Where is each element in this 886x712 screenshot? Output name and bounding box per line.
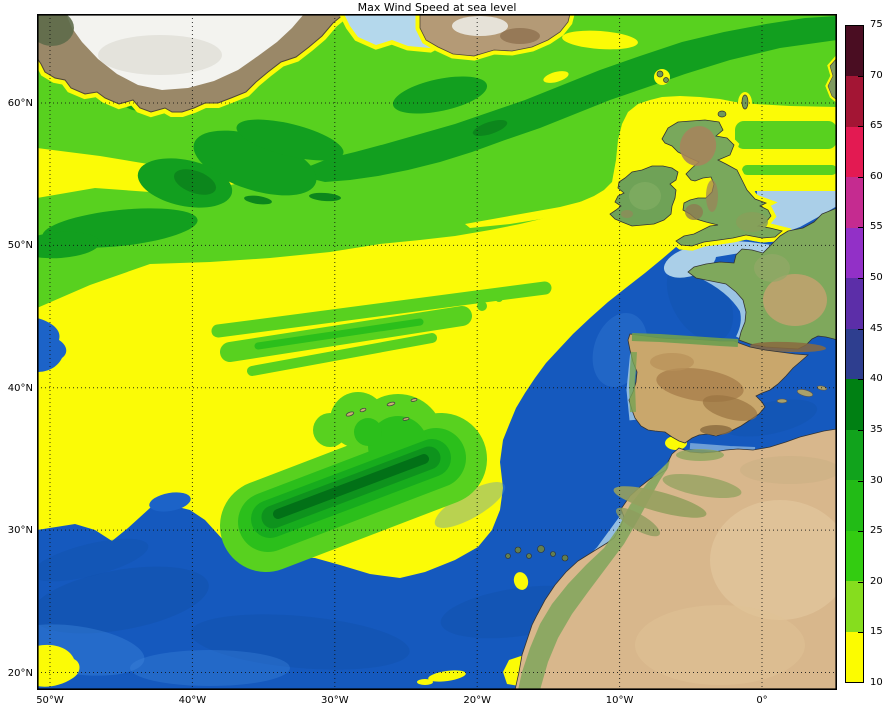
pennines [706, 180, 718, 212]
colorbar-tick [858, 581, 864, 583]
colorbar-segment [846, 530, 863, 582]
colorbar [845, 25, 864, 683]
lat-tick-label: 60°N [7, 98, 33, 109]
map-border [37, 14, 837, 690]
colorbar-tick [858, 176, 864, 178]
graticule [37, 14, 837, 690]
canary-islands [505, 545, 569, 562]
colorbar-segment [846, 581, 863, 632]
france-interior [763, 274, 827, 326]
colorbar-tick-label: 25 [870, 525, 883, 537]
colorbar-segment [846, 631, 863, 683]
iberia-landmass [627, 333, 809, 444]
colorbar-tick-label: 35 [870, 423, 883, 435]
colorbar-tick-label: 70 [870, 69, 883, 81]
colorbar-tick-label: 20 [870, 575, 883, 587]
chart-title: Max Wind Speed at sea level [357, 1, 517, 14]
baffin-corner-land [37, 14, 74, 46]
colorbar-tick-label: 55 [870, 221, 883, 233]
colorbar-segment [846, 76, 863, 127]
colorbar-tick [858, 480, 864, 482]
colorbar-segment [846, 278, 863, 329]
norway-coast-sliver [825, 54, 837, 104]
colorbar-segment [846, 480, 863, 531]
colorbar-tick-label: 40 [870, 373, 883, 385]
lat-tick-label: 50°N [7, 240, 33, 252]
colorbar-tick-label: 45 [870, 322, 883, 334]
colorbar-tick [858, 531, 864, 533]
colorbar-tick [858, 126, 864, 128]
colorbar-tick-label: 75 [870, 19, 883, 30]
colorbar-tick-label: 15 [870, 626, 883, 638]
colorbar-segment [846, 177, 863, 228]
colorbar-tick [858, 379, 864, 381]
colorbar-tick [858, 75, 864, 77]
africa-landmass [514, 428, 837, 690]
iberia-north-green-coast [631, 333, 739, 347]
colorbar-tick [858, 278, 864, 280]
lon-tick-label: 50°W [36, 695, 64, 706]
map-area [37, 14, 837, 690]
atlas-mountains [613, 486, 707, 518]
great-britain-landmass [656, 115, 792, 251]
wales-mountains [685, 204, 703, 220]
colorbar-tick [858, 227, 864, 229]
faroe-islands [654, 69, 670, 85]
azores-islands [345, 398, 418, 421]
lon-tick-label: 0° [756, 695, 768, 706]
ireland-landmass [603, 162, 683, 231]
lon-tick-label: 10°W [605, 695, 634, 706]
colorbar-segment [846, 227, 863, 279]
sierra-nevada [700, 425, 732, 435]
wind-15-25-streaks [211, 281, 552, 376]
calm-ocean-holes [37, 318, 191, 512]
map-canvas [37, 14, 837, 690]
colorbar-tick-label: 65 [870, 120, 883, 132]
colorbar-segment [846, 26, 863, 77]
colorbar-tick [858, 632, 864, 634]
colorbar-tick-label: 60 [870, 170, 883, 182]
colorbar-tick-label: 50 [870, 272, 883, 284]
greenland-landmass [37, 14, 352, 118]
iceland-landmass [415, 14, 575, 61]
storm-swath [220, 392, 487, 572]
colorbar-segment [846, 126, 863, 178]
lon-tick-label: 30°W [320, 695, 349, 706]
scottish-highlands [679, 126, 717, 166]
balearic-islands [776, 385, 828, 404]
colorbar-tick [858, 328, 864, 330]
north-sea-stripes [735, 121, 837, 175]
lon-tick-label: 40°W [178, 695, 207, 706]
colorbar-tick-label: 10 [870, 677, 883, 688]
lat-tick-label: 30°N [7, 525, 33, 537]
colorbar-segment [846, 429, 863, 481]
colorbar-segment [846, 379, 863, 430]
colorbar-tick [858, 429, 864, 431]
storm-35-40-core [273, 454, 429, 519]
lon-tick-label: 20°W [463, 695, 491, 706]
colorbar-tick-label: 30 [870, 474, 883, 486]
colorbar-segment [846, 328, 863, 380]
wind-25-35-bands [37, 16, 837, 259]
pyrenees [750, 341, 826, 353]
lat-tick-label: 40°N [7, 382, 33, 394]
lat-tick-label: 20°N [7, 667, 33, 679]
